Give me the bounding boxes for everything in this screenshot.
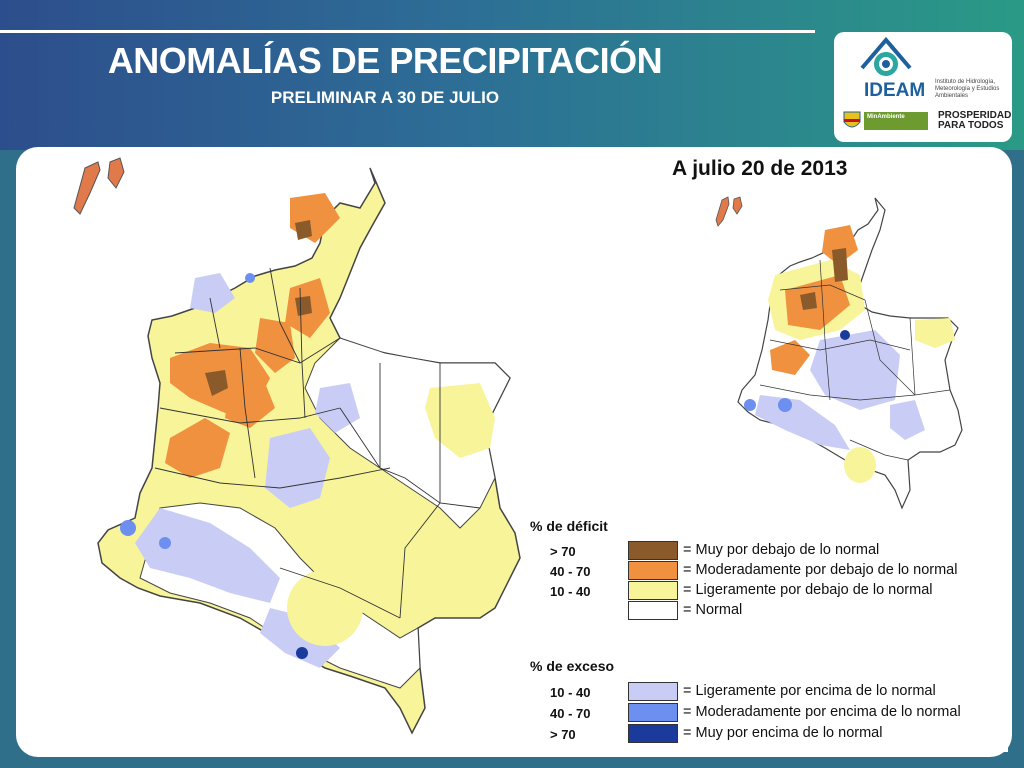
island-san-andres bbox=[73, 161, 101, 215]
zone-severe-deficit-2 bbox=[295, 296, 312, 316]
zone-strong-excess-small-1 bbox=[840, 330, 850, 340]
colombia-shield-icon bbox=[843, 111, 861, 128]
legend-deficit-range: 10 - 40 bbox=[550, 584, 591, 599]
legend-excess-range: > 70 bbox=[550, 727, 576, 742]
zone-moderate-excess-1 bbox=[120, 520, 136, 536]
legend-label-strong-excess: = Muy por encima de lo normal bbox=[683, 725, 883, 741]
legend-swatch-moderate-excess bbox=[628, 703, 678, 722]
zone-light-deficit-south bbox=[287, 570, 363, 646]
legend-swatch-light-excess bbox=[628, 682, 678, 701]
page-title: ANOMALÍAS DE PRECIPITACIÓN bbox=[107, 40, 663, 81]
zone-severe-deficit-small-2 bbox=[800, 292, 817, 310]
legend-label-light-deficit: = Ligeramente por debajo de lo normal bbox=[683, 582, 933, 598]
zone-light-deficit-small-3 bbox=[844, 447, 876, 483]
header-banner: ANOMALÍAS DE PRECIPITACIÓN PRELIMINAR A … bbox=[0, 0, 1024, 150]
legend: % de déficit > 70 = Muy por debajo de lo… bbox=[528, 512, 1008, 752]
zone-moderate-excess-3 bbox=[245, 273, 255, 283]
zone-light-excess-small-3 bbox=[890, 400, 925, 440]
zone-strong-excess-1 bbox=[296, 647, 308, 659]
island-san-andres-small bbox=[715, 196, 730, 227]
legend-label-moderate-excess: = Moderadamente por encima de lo normal bbox=[683, 704, 961, 720]
legend-swatch-light-deficit bbox=[628, 581, 678, 600]
page-subtitle: PRELIMINAR A 30 DE JULIO bbox=[270, 88, 500, 107]
zone-light-excess-4 bbox=[190, 273, 235, 313]
zone-moderate-deficit-small-1 bbox=[785, 275, 850, 330]
zone-light-excess-small-2 bbox=[755, 395, 850, 450]
zone-moderate-deficit-4 bbox=[165, 418, 230, 478]
zone-moderate-excess-2 bbox=[159, 537, 171, 549]
zone-moderate-deficit-6 bbox=[225, 383, 275, 428]
legend-deficit-range: > 70 bbox=[550, 544, 576, 559]
legend-swatch-severe-deficit bbox=[628, 541, 678, 560]
zone-severe-deficit-1 bbox=[205, 370, 228, 396]
zone-light-deficit-small-2 bbox=[915, 318, 955, 348]
ministry-badge: MinAmbiente bbox=[864, 112, 928, 130]
legend-excess-range: 40 - 70 bbox=[550, 706, 591, 721]
department-boundaries-small bbox=[759, 259, 951, 461]
zone-light-deficit-east bbox=[425, 383, 495, 458]
zone-moderate-deficit-3 bbox=[255, 318, 295, 373]
secondary-anomaly-map bbox=[715, 196, 963, 510]
legend-excess-range: 10 - 40 bbox=[550, 685, 591, 700]
ideam-wordmark: IDEAM bbox=[864, 80, 926, 101]
department-boundaries bbox=[154, 267, 481, 619]
header-divider bbox=[0, 30, 815, 33]
legend-label-normal: = Normal bbox=[683, 602, 743, 618]
main-anomaly-map bbox=[73, 157, 521, 735]
zone-severe-deficit-3 bbox=[295, 220, 312, 240]
legend-deficit-range: 40 - 70 bbox=[550, 564, 591, 579]
island-providencia bbox=[107, 157, 125, 189]
legend-swatch-normal bbox=[628, 601, 678, 620]
zone-moderate-excess-small-1 bbox=[744, 399, 756, 411]
zone-severe-deficit-small-1 bbox=[832, 248, 848, 282]
zone-light-excess-3 bbox=[260, 608, 340, 668]
zone-moderate-deficit-small-2 bbox=[822, 225, 858, 265]
legend-deficit-header: % de déficit bbox=[530, 518, 608, 534]
prosperidad-slogan: PROSPERIDAD PARA TODOS bbox=[938, 110, 1012, 131]
island-providencia-small bbox=[732, 196, 743, 215]
ideam-logo-icon bbox=[860, 36, 912, 76]
secondary-map-title: A julio 20 de 2013 bbox=[672, 157, 848, 180]
legend-excess-header: % de exceso bbox=[530, 658, 615, 674]
legend-label-light-excess: = Ligeramente por encima de lo normal bbox=[683, 683, 936, 699]
legend-label-severe-deficit: = Muy por debajo de lo normal bbox=[683, 542, 880, 558]
ideam-logo-box: IDEAM Instituto de Hidrología, Meteorolo… bbox=[834, 32, 1012, 142]
zone-moderate-deficit-small-3 bbox=[770, 340, 810, 375]
legend-swatch-strong-excess bbox=[628, 724, 678, 743]
ideam-description: Instituto de Hidrología, Meteorología y … bbox=[935, 79, 1000, 99]
zone-light-excess-2 bbox=[135, 508, 280, 603]
legend-swatch-moderate-deficit bbox=[628, 561, 678, 580]
zone-moderate-excess-small-2 bbox=[778, 398, 792, 412]
legend-label-moderate-deficit: = Moderadamente por debajo de lo normal bbox=[683, 562, 958, 578]
